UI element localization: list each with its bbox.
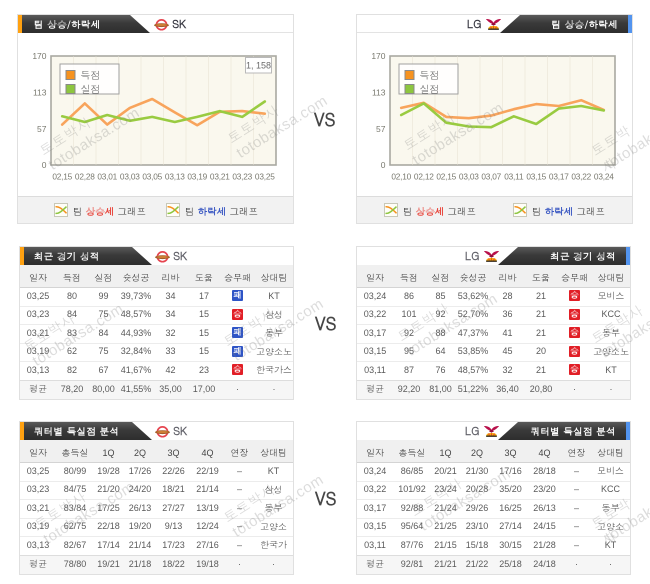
svg-text:170: 170 <box>32 51 46 61</box>
svg-text:02,15: 02,15 <box>436 172 456 182</box>
svg-text:03,25: 03,25 <box>255 172 275 182</box>
svg-text:03,13: 03,13 <box>165 172 185 182</box>
svg-text:57: 57 <box>376 124 386 134</box>
svg-text:실점: 실점 <box>420 82 440 96</box>
svg-text:실점: 실점 <box>81 82 101 96</box>
svg-text:03,11: 03,11 <box>504 172 524 182</box>
svg-text:02,10: 02,10 <box>391 172 411 182</box>
svg-text:03,07: 03,07 <box>481 172 501 182</box>
svg-text:02,28: 02,28 <box>75 172 95 182</box>
svg-text:0: 0 <box>381 160 386 170</box>
svg-text:03,19: 03,19 <box>187 172 207 182</box>
svg-text:02,12: 02,12 <box>414 172 434 182</box>
svg-text:03,05: 03,05 <box>142 172 162 182</box>
svg-text:03,15: 03,15 <box>526 172 546 182</box>
svg-text:03,22: 03,22 <box>571 172 591 182</box>
svg-text:03,24: 03,24 <box>594 172 614 182</box>
svg-text:1, 158: 1, 158 <box>246 61 271 71</box>
svg-text:170: 170 <box>371 51 385 61</box>
svg-text:03,03: 03,03 <box>120 172 140 182</box>
svg-text:57: 57 <box>37 124 47 134</box>
svg-text:0: 0 <box>42 160 47 170</box>
svg-text:02,15: 02,15 <box>52 172 72 182</box>
svg-text:113: 113 <box>372 88 386 98</box>
svg-text:03,03: 03,03 <box>459 172 479 182</box>
svg-text:113: 113 <box>33 88 47 98</box>
svg-text:03,01: 03,01 <box>97 172 117 182</box>
svg-text:03,23: 03,23 <box>232 172 252 182</box>
svg-text:득점: 득점 <box>81 68 101 82</box>
svg-text:03,21: 03,21 <box>210 172 230 182</box>
svg-text:득점: 득점 <box>420 68 440 82</box>
svg-text:03,17: 03,17 <box>549 172 569 182</box>
